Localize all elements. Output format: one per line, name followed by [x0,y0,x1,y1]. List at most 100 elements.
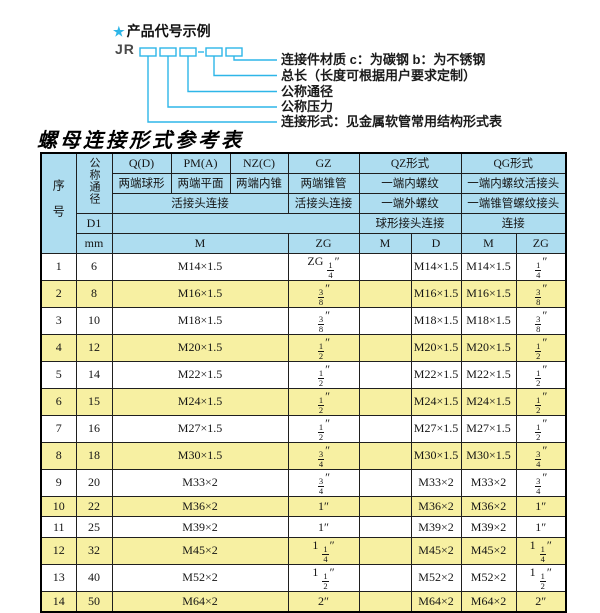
cell-qg-m: M16×1.5 [460,279,517,308]
cell-qz-d: M27×1.5 [410,414,462,443]
table-row: 10 22 M36×2 1″ M36×2 M36×2 1″ [40,495,567,518]
cell-qg-zg: 1 1 4 ″ [515,536,567,565]
table-row: 13 40 M52×2 1 1 2 ″ M52×2 M52×2 1 1 2 ″ [40,563,567,592]
cell-qg-zg: 1 2 ″ [515,360,567,389]
header-union-conn: 活接头连接 [111,192,289,214]
cell-qz-m [358,414,412,443]
cell-qz-m [358,590,412,613]
header-qz-conn: 球形接头连接 [358,212,462,234]
cell-qg-zg: 3 4 ″ [515,441,567,470]
cell-qz-m [358,536,412,565]
cell-qg-m: M18×1.5 [460,306,517,335]
cell-qz-m [358,279,412,308]
cell-qz-d: M16×1.5 [410,279,462,308]
table-row: 5 14 M22×1.5 1 2 ″ M22×1.5 M22×1.5 1 2 ″ [40,360,567,389]
cell-m: M39×2 [111,516,289,538]
code-box [159,47,177,57]
cell-dn: 20 [75,468,113,497]
cell-dn: 22 [75,495,113,518]
star-icon: ★ [113,24,125,39]
diagram-title: ★ 产品代号示例 [113,21,211,41]
header-m-main: M [111,232,289,254]
cell-qg-m: M14×1.5 [460,252,517,281]
cell-qz-d: M39×2 [410,516,462,538]
cell-seq: 14 [40,590,77,613]
cell-qz-d: M18×1.5 [410,306,462,335]
callout-line [167,56,277,108]
cell-qz-m [358,333,412,362]
table-header: 序号 公称通径 Q(D) PM(A) NZ(C) GZ QZ形式 QG形式 两端… [40,152,567,254]
cell-seq: 2 [40,279,77,308]
cell-qz-m [358,306,412,335]
table-row: 7 16 M27×1.5 1 2 ″ M27×1.5 M27×1.5 1 2 ″ [40,414,567,443]
cell-qg-m: M36×2 [460,495,517,518]
code-box [205,47,223,57]
cell-zg: ZG 1 4 ″ [287,252,360,281]
cell-qz-m [358,387,412,416]
cell-seq: 7 [40,414,77,443]
cell-zg: 3 4 ″ [287,468,360,497]
callout-label-material: 连接件材质 c：为碳钢 b：为不锈钢 [281,52,486,67]
cell-m: M22×1.5 [111,360,289,389]
cell-qz-m [358,441,412,470]
cell-qg-m: M22×1.5 [460,360,517,389]
cell-qg-zg: 1″ [515,516,567,538]
table-body: 1 6 M14×1.5 ZG 1 4 ″ M14×1.5 M14×1.5 1 4 ″ 2 8 M16×1.… [40,252,567,613]
header-qg-conn: 连接 [460,212,567,234]
cell-qg-zg: 1 2 ″ [515,387,567,416]
header-qg-desc2: 一端锥管螺纹接头 [460,192,567,214]
header-qg-form: QG形式 [460,152,567,174]
cell-m: M27×1.5 [111,414,289,443]
cell-qz-d: M20×1.5 [410,333,462,362]
header-q-desc: 两端球形 [111,172,172,194]
cell-zg: 1 2 ″ [287,333,360,362]
cell-seq: 4 [40,333,77,362]
cell-qg-zg: 2″ [515,590,567,613]
table-row: 4 12 M20×1.5 1 2 ″ M20×1.5 M20×1.5 1 2 ″ [40,333,567,362]
cell-qg-zg: 1 1 2 ″ [515,563,567,592]
cell-qg-zg: 3 8 ″ [515,279,567,308]
code-box [225,47,243,57]
header-qz-m: M [358,232,412,254]
cell-seq: 11 [40,516,77,538]
table-row: 9 20 M33×2 3 4 ″ M33×2 M33×2 3 4 ″ [40,468,567,497]
cell-dn: 6 [75,252,113,281]
cell-m: M45×2 [111,536,289,565]
header-qz-desc2: 一端外螺纹 [358,192,462,214]
table-row: 1 6 M14×1.5 ZG 1 4 ″ M14×1.5 M14×1.5 1 4 ″ [40,252,567,281]
cell-qz-m [358,495,412,518]
header-mm: mm [75,232,113,254]
callout-line [213,56,277,77]
cell-zg: 1 2 ″ [287,387,360,416]
header-qz-d: D [410,232,462,254]
cell-qg-m: M27×1.5 [460,414,517,443]
cell-zg: 1 2 ″ [287,360,360,389]
header-blank [111,212,360,234]
cell-m: M36×2 [111,495,289,518]
cell-qg-zg: 1 2 ″ [515,414,567,443]
header-d1: D1 [75,212,113,234]
cell-dn: 40 [75,563,113,592]
cell-dn: 10 [75,306,113,335]
cell-m: M16×1.5 [111,279,289,308]
cell-dn: 14 [75,360,113,389]
header-gz-conn: 活接头连接 [287,192,360,214]
cell-dn: 18 [75,441,113,470]
code-box [139,47,157,57]
cell-qz-d: M45×2 [410,536,462,565]
cell-qg-zg: 1 4 ″ [515,252,567,281]
cell-qz-d: M64×2 [410,590,462,613]
code-box [179,47,197,57]
cell-m: M33×2 [111,468,289,497]
table-row: 8 18 M30×1.5 3 4 ″ M30×1.5 M30×1.5 3 4 ″ [40,441,567,470]
header-pm-desc: 两端平面 [170,172,231,194]
cell-seq: 8 [40,441,77,470]
cell-dn: 32 [75,536,113,565]
table-row: 2 8 M16×1.5 3 8 ″ M16×1.5 M16×1.5 3 8 ″ [40,279,567,308]
callout-line [147,56,277,123]
cell-m: M64×2 [111,590,289,613]
cell-qz-d: M36×2 [410,495,462,518]
cell-m: M20×1.5 [111,333,289,362]
cell-qg-m: M33×2 [460,468,517,497]
cell-seq: 13 [40,563,77,592]
